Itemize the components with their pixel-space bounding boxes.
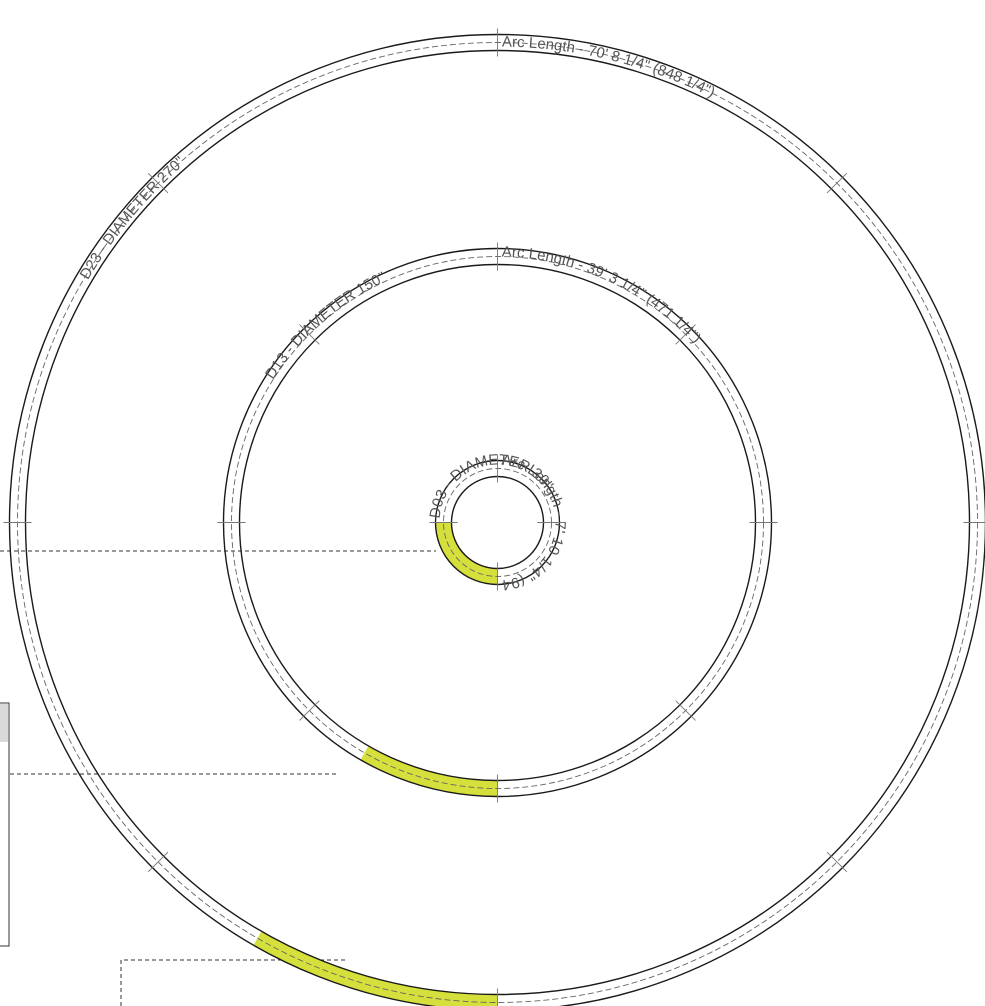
- d23-diameter-label: D23 - DIAMETER 270": [77, 153, 188, 282]
- d03-highlight-segment: [435, 522, 498, 585]
- d23-segment-tick: [826, 851, 848, 873]
- d23-arc-length-label: Arc Length - 70' 8 1/4" (848 1/4"): [502, 33, 718, 101]
- legend-panel: [0, 702, 10, 947]
- d13-segment-tick: [299, 700, 320, 721]
- d13-segment-tick: [299, 324, 320, 345]
- d03-arc-length-label: Arc Length - 7' 10 1/4" (94 1/4"): [0, 0, 569, 594]
- d03-ring: [429, 454, 566, 591]
- d13-segment-tick: [675, 700, 696, 721]
- d03-inner-edge: [450, 475, 545, 570]
- leader-line-d23: [120, 959, 345, 1006]
- rings-layer: [3, 28, 985, 1006]
- d23-segment-tick: [826, 172, 848, 194]
- d13-segment-tick: [675, 324, 696, 345]
- d23-ring: [3, 28, 985, 1006]
- d13-highlight-segment: [360, 745, 498, 797]
- d13-ring: [217, 242, 778, 803]
- d23-segment-tick: [147, 851, 169, 873]
- d23-highlight-segment: [253, 931, 498, 1006]
- d23-segment-tick: [147, 172, 169, 194]
- d13-arc-length-label: Arc Length - 39' 3 1/4" (471 1/4"): [501, 243, 704, 346]
- d13-diameter-label: D13 - DIAMETER 150": [262, 269, 388, 382]
